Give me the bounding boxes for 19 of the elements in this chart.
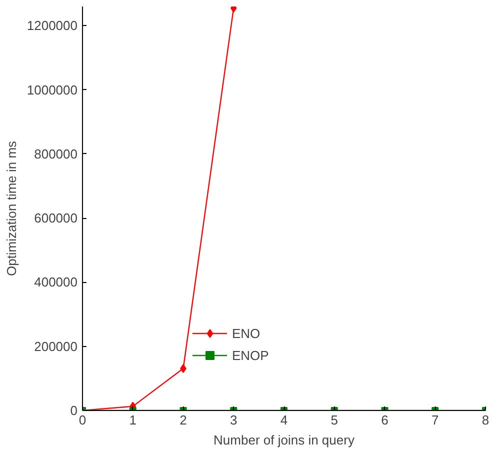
y-tick-label: 400000 [34,274,78,290]
legend-label: ENOP [232,348,269,362]
x-tick-label: 6 [381,412,388,428]
x-tick-label: 2 [180,412,187,428]
y-tick-label: 1000000 [26,82,78,98]
x-tick-label: 4 [280,412,288,428]
x-tick-label: 3 [230,412,238,428]
x-tick-label: 5 [330,412,338,428]
x-axis-title: Number of joins in query [214,432,355,448]
x-tick-label: 1 [129,412,136,428]
y-tick-label: 0 [70,403,78,418]
legend-label: ENO [232,326,260,340]
x-tick-label: 7 [432,412,439,428]
y-axis-title: Optimization time in ms [4,140,19,276]
y-tick-label: 1200000 [26,18,78,34]
y-tick-label: 800000 [34,146,78,162]
y-tick-label: 600000 [34,210,78,226]
y-tick-label: 200000 [34,338,78,354]
x-tick-label: 8 [482,412,490,428]
